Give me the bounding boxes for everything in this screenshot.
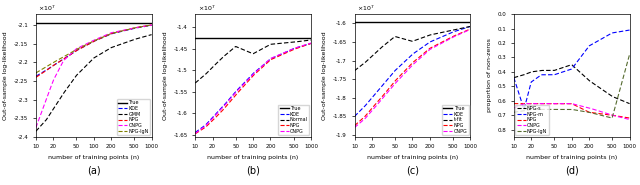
Text: $\times 10^7$: $\times 10^7$ (198, 4, 215, 13)
Legend: NPG-s, NPG-m, NPG, CNPG, NPG-lgN: NPG-s, NPG-m, NPG, CNPG, NPG-lgN (515, 105, 548, 135)
X-axis label: number of training points (n): number of training points (n) (48, 155, 140, 160)
Text: (c): (c) (406, 166, 419, 176)
Legend: True, KDE, GMM, NPG, CNPG, NPG-lgN: True, KDE, GMM, NPG, CNPG, NPG-lgN (116, 99, 150, 135)
Legend: True, KDE, t-fit, NPG, CNPG: True, KDE, t-fit, NPG, CNPG (442, 105, 468, 135)
Text: $\times 10^7$: $\times 10^7$ (357, 4, 374, 13)
Text: $\times 10^7$: $\times 10^7$ (38, 4, 56, 13)
X-axis label: number of training points (n): number of training points (n) (367, 155, 458, 160)
Text: (b): (b) (246, 166, 260, 176)
Y-axis label: proportion of non-zeros: proportion of non-zeros (487, 38, 492, 112)
Legend: True, KDE, Normal, NPG, CNPG: True, KDE, Normal, NPG, CNPG (278, 105, 310, 135)
X-axis label: number of training points (n): number of training points (n) (207, 155, 299, 160)
Y-axis label: Out-of-sample log-likelihood: Out-of-sample log-likelihood (3, 31, 8, 120)
X-axis label: number of training points (n): number of training points (n) (526, 155, 618, 160)
Y-axis label: Out-of-sample log-likelihood: Out-of-sample log-likelihood (322, 31, 327, 120)
Y-axis label: Out-of-sample log-likelihood: Out-of-sample log-likelihood (163, 31, 168, 120)
Text: (a): (a) (87, 166, 100, 176)
Text: (d): (d) (565, 166, 579, 176)
